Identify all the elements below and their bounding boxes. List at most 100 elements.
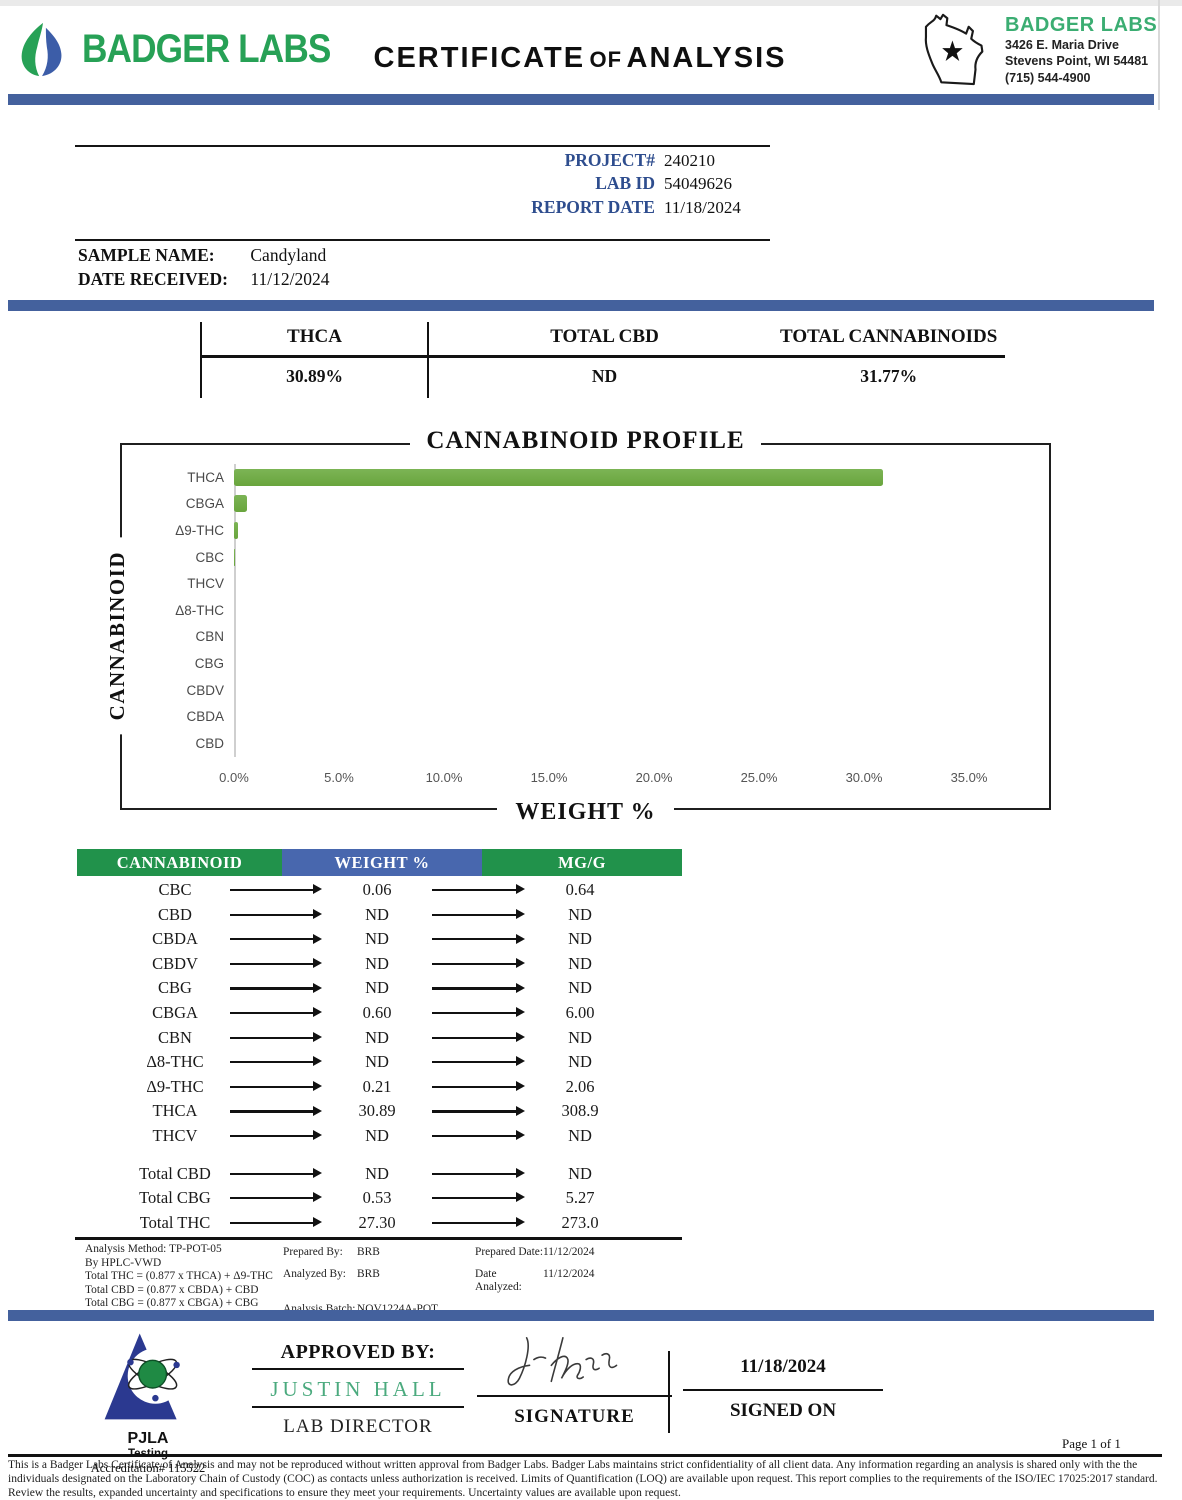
arrow-icon: [230, 1167, 322, 1179]
chart-axis-line: [234, 464, 236, 757]
chart-bar-track: [234, 624, 1039, 651]
prepared-date-label: Prepared Date:: [475, 1246, 543, 1258]
chart-category-label: CBG: [194, 655, 224, 671]
date-received-label: DATE RECEIVED:: [78, 268, 228, 289]
table-cell-weight: ND: [365, 1027, 389, 1047]
chart-row: CBDV: [152, 677, 1039, 704]
table-row: Total CBG 0.53 5.27: [77, 1186, 682, 1211]
meta-label: REPORT DATE: [531, 196, 655, 217]
pjla-logo-icon: [104, 1333, 184, 1420]
table-row: THCV ND ND: [77, 1124, 682, 1149]
signed-on-block: 11/18/2024 SIGNED ON: [683, 1356, 883, 1422]
results-table: CANNABINOID WEIGHT % MG/G CBC 0.06 0.64 CBD ND…: [77, 849, 682, 1235]
analyzed-by-label: Analyzed By:: [283, 1268, 346, 1280]
analyzed-date-label: Date Analyzed:: [475, 1268, 522, 1293]
summary-header: THCA: [287, 326, 342, 347]
table-row: Δ8-THC ND ND: [77, 1050, 682, 1075]
table-cell-name: Total THC: [139, 1212, 211, 1232]
chart-row: CBG: [152, 650, 1039, 677]
arrow-icon: [230, 1216, 322, 1228]
chart-bar: [234, 548, 236, 566]
meta-value: 240210: [664, 151, 715, 170]
analysis-method-line: Analysis Method: TP-POT-05: [85, 1243, 222, 1255]
table-header: CANNABINOID WEIGHT % MG/G: [77, 849, 682, 876]
chart-category-label: Δ9-THC: [175, 522, 224, 538]
chart-bar-track: [234, 677, 1039, 704]
arrow-icon: [432, 1080, 525, 1092]
chart-bar: [234, 521, 239, 539]
table-cell-mg: 0.64: [565, 880, 595, 899]
brand-text: BADGER LABS: [82, 26, 331, 71]
chart-bar: [234, 468, 883, 486]
chart-x-tick: 0.0%: [219, 770, 249, 785]
chart-row: CBDA: [152, 703, 1039, 730]
chart-x-axis-label: WEIGHT %: [497, 799, 674, 825]
approver-title: LAB DIRECTOR: [283, 1416, 433, 1438]
date-received-row: DATE RECEIVED: 11/12/2024: [78, 268, 329, 292]
meta-label: LAB ID: [595, 173, 655, 194]
scan-edge: [1158, 0, 1160, 110]
signature-label: SIGNATURE: [514, 1406, 635, 1428]
arrow-icon: [432, 1105, 525, 1117]
chart-bar-track: [234, 491, 1039, 518]
table-cell-weight: ND: [365, 1163, 389, 1183]
rule-line: [477, 1395, 672, 1398]
signed-on-date: 11/18/2024: [740, 1356, 826, 1377]
pjla-org: PJLA: [127, 1430, 169, 1447]
summary-value: 31.77%: [860, 366, 918, 386]
chart-category-label: CBDA: [186, 709, 224, 725]
arrow-icon: [432, 1216, 525, 1228]
arrow-icon: [230, 1031, 322, 1043]
summary-value: 30.89%: [286, 366, 343, 386]
arrow-icon: [432, 1031, 525, 1043]
table-cell-mg: 308.9: [561, 1101, 599, 1121]
table-row: Total CBD ND ND: [77, 1162, 682, 1187]
wisconsin-map-icon: [924, 13, 984, 86]
table-row: CBDV ND ND: [77, 952, 682, 977]
table-cell-weight: 0.60: [362, 1002, 392, 1022]
meta-value: 54049626: [664, 174, 732, 194]
table-cell-weight: ND: [365, 953, 389, 973]
table-row: CBGA 0.60 6.00: [77, 1001, 682, 1026]
chart-category-label: THCV: [187, 576, 224, 592]
accreditation-number: Accreditation# 115522: [90, 1461, 206, 1475]
chart-bar-track: [234, 464, 1039, 491]
table-cell-name: CBG: [158, 978, 192, 998]
chart-bar: [234, 495, 247, 513]
table-row: CBG ND ND: [77, 976, 682, 1001]
chart-category-label: CBC: [195, 549, 224, 565]
sample-info: SAMPLE NAME: Candyland DATE RECEIVED: 11…: [78, 244, 329, 292]
arrow-icon: [432, 933, 525, 944]
chart-rows: THCA CBGA Δ9-THC CBC THCV Δ8-THC CBN CBG CBDV CBD…: [152, 464, 1039, 757]
table-cell-name: Δ8-THC: [146, 1052, 204, 1072]
chart-y-axis-label: CANNABINOID: [105, 537, 130, 735]
blue-divider-mid: [8, 300, 1154, 311]
chart-title: CANNABINOID PROFILE: [410, 427, 761, 454]
arrow-icon: [432, 1006, 525, 1018]
table-row: CBC 0.06 0.64: [77, 878, 682, 903]
signature-block: SIGNATURE: [477, 1332, 672, 1428]
sample-name-row: SAMPLE NAME: Candyland: [78, 244, 329, 268]
arrow-icon: [230, 933, 322, 944]
table-cell-name: CBDV: [152, 953, 198, 973]
chart-bar-track: [234, 570, 1039, 597]
arrow-icon: [230, 1129, 322, 1141]
arrow-icon: [432, 1129, 525, 1141]
arrow-icon: [432, 883, 525, 895]
rule-line: [75, 239, 770, 241]
table-cell-mg: ND: [568, 904, 592, 924]
chart-x-tick: 35.0%: [950, 770, 988, 785]
chart-bar-track: [234, 597, 1039, 624]
rule-line: [252, 1406, 464, 1409]
table-header-cell: MG/G: [482, 849, 682, 876]
prepared-date-value: 11/12/2024: [543, 1246, 595, 1258]
arrow-icon: [432, 982, 525, 994]
chart-x-tick: 20.0%: [635, 770, 673, 785]
analysis-method-line: Total CBD = (0.877 x CBDA) + CBD: [85, 1283, 259, 1296]
table-cell-weight: ND: [365, 1052, 389, 1072]
table-cell-weight: ND: [365, 929, 389, 949]
prepared-by-label: Prepared By:: [283, 1246, 343, 1258]
table-row: CBN ND ND: [77, 1026, 682, 1051]
chart-category-label: THCA: [187, 469, 224, 485]
table-cell-mg: ND: [568, 953, 592, 973]
